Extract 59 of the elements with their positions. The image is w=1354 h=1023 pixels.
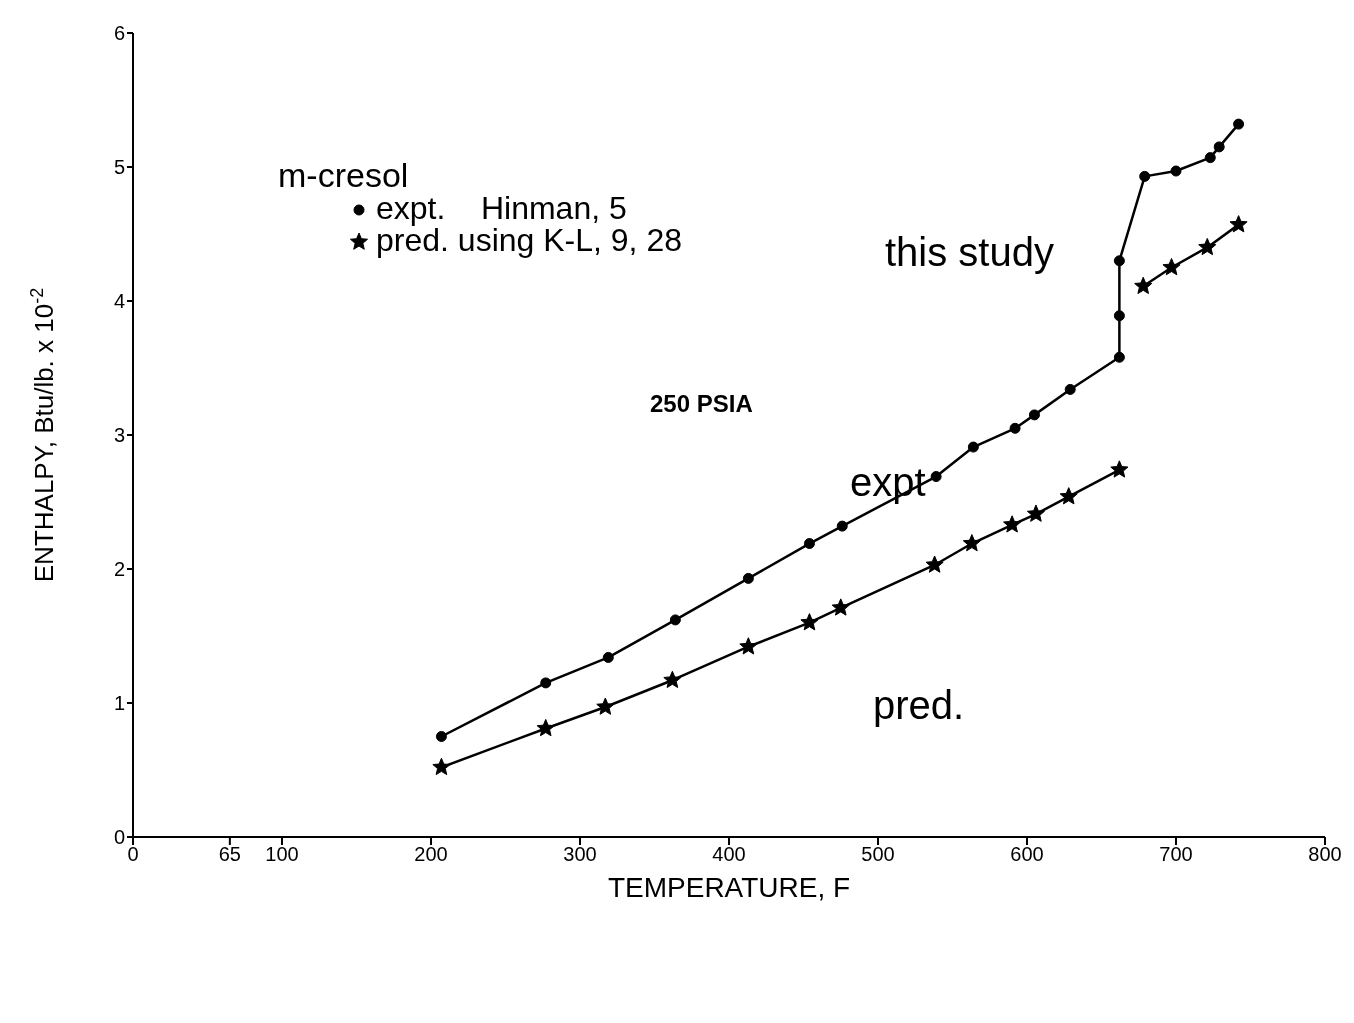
y-tick-label: 0 xyxy=(113,826,125,849)
y-tick-label: 3 xyxy=(113,424,125,447)
point xyxy=(669,614,681,626)
point xyxy=(800,613,819,631)
point xyxy=(1170,165,1182,177)
x-tick-label: 600 xyxy=(1010,843,1044,866)
point xyxy=(1064,383,1076,395)
x-tick-label: 500 xyxy=(861,843,895,866)
annotation: pred. xyxy=(873,683,965,728)
point xyxy=(831,598,850,616)
point xyxy=(432,757,451,776)
x-tick-label: 200 xyxy=(414,843,448,866)
point xyxy=(742,572,754,584)
point xyxy=(967,441,979,453)
y-tick-label: 6 xyxy=(113,22,125,45)
point xyxy=(1139,170,1151,182)
point xyxy=(803,538,815,550)
x-tick-label: 700 xyxy=(1159,843,1193,866)
point xyxy=(596,697,615,715)
point xyxy=(1162,258,1181,276)
point xyxy=(1204,152,1216,164)
point xyxy=(1110,460,1129,478)
point xyxy=(435,731,447,742)
x-axis-title: TEMPERATURE, F xyxy=(607,872,851,903)
point xyxy=(663,670,682,688)
point xyxy=(739,637,758,655)
point xyxy=(1113,351,1125,363)
point xyxy=(536,718,555,737)
point xyxy=(1134,276,1153,295)
point xyxy=(1009,422,1021,434)
point xyxy=(1233,118,1245,130)
point xyxy=(1059,487,1078,505)
point xyxy=(1229,215,1248,233)
y-tick-label: 2 xyxy=(113,558,125,581)
point xyxy=(836,520,848,532)
annotation: 250 PSIA xyxy=(650,390,753,418)
point xyxy=(1026,504,1045,522)
y-tick-label: 4 xyxy=(113,290,125,313)
x-tick-label: 300 xyxy=(563,843,597,866)
point xyxy=(540,677,552,689)
annotation: this study xyxy=(885,230,1054,275)
point xyxy=(925,555,944,573)
point xyxy=(962,534,981,552)
x-tick-label: 65 xyxy=(218,843,241,866)
point xyxy=(602,651,614,663)
point xyxy=(1113,310,1125,322)
point xyxy=(1113,255,1125,267)
x-tick-label: 800 xyxy=(1308,843,1342,866)
point xyxy=(1198,237,1217,256)
x-tick-label: 400 xyxy=(712,843,746,866)
point xyxy=(1028,409,1040,421)
point xyxy=(930,471,942,483)
y-tick-label: 1 xyxy=(113,692,125,715)
annotation: expt xyxy=(850,460,926,505)
y-tick-label: 5 xyxy=(113,156,125,179)
x-tick-label: 100 xyxy=(265,843,299,866)
point xyxy=(1213,141,1225,153)
point xyxy=(1003,515,1022,533)
x-tick-label: 0 xyxy=(127,843,139,866)
